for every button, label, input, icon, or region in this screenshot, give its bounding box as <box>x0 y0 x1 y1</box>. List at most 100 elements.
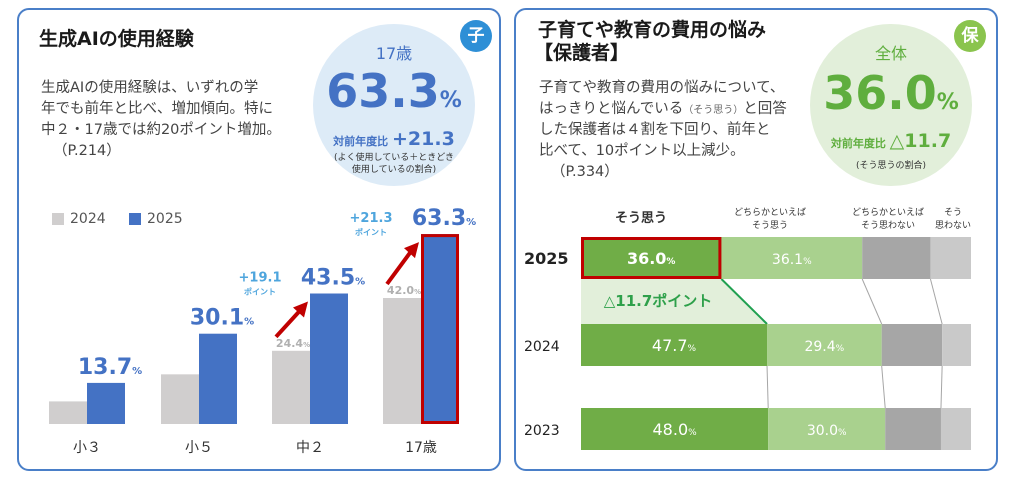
description-line-4: 比べて、10ポイント以上減少。 <box>539 143 745 159</box>
diff-unit-0: ポイント <box>244 287 276 297</box>
segment-label-0-1: 36.1% <box>772 252 812 268</box>
segment-label-1-1: 29.4% <box>804 339 844 355</box>
value-unit: % <box>244 317 254 328</box>
bubble-diff: 対前年度比 △11.7 <box>830 130 952 152</box>
value-unit: % <box>132 366 142 377</box>
bubble-note-1: (そう思うの割合) <box>855 161 927 171</box>
bar-highlight-frame <box>421 234 459 424</box>
segment-1-3 <box>942 324 971 366</box>
bubble-diff: 対前年度比 +21.3 <box>333 128 455 150</box>
bubble-note-2: 使用しているの割合) <box>351 165 437 175</box>
difference-annotation: △11.7ポイント <box>604 292 713 310</box>
value-label-3: 63.3% <box>412 206 476 231</box>
segment-0-3 <box>930 237 971 279</box>
highlight-bubble: 全体 36.0% 対前年度比 △11.7 (そう思うの割合) <box>810 24 972 186</box>
segment-0-1 <box>721 237 863 279</box>
description-line-1: 生成AIの使用経験は、いずれの学 <box>41 80 259 96</box>
segment-highlight-frame <box>581 237 722 279</box>
segment-1-1 <box>767 324 882 366</box>
bar-2025-1 <box>199 333 237 424</box>
legend-header-2-1: そう思わない <box>861 220 915 231</box>
bar-2024-1 <box>161 374 199 424</box>
segment-0-0 <box>581 237 722 279</box>
value-unit: % <box>466 217 476 228</box>
segment-1-2 <box>881 324 943 366</box>
segment-unit: % <box>688 344 697 354</box>
prev-unit: % <box>414 288 421 296</box>
panel-title-line-1: 子育てや教育の費用の悩み <box>538 19 767 41</box>
segment-label-1-0: 47.7% <box>652 336 697 355</box>
education-cost-stacked-bar-chart: そう思う どちらかといえばそう思うどちらかといえばそう思わないそう思わない△11.… <box>524 207 971 450</box>
segment-label-0-0: 36.0% <box>627 249 676 268</box>
description-line-3: 中２・17歳では約20ポイント増加。 <box>41 122 281 138</box>
description-line-4: （P.214） <box>53 143 121 159</box>
bubble-label: 全体 <box>874 44 907 63</box>
prev-unit: % <box>303 341 310 349</box>
legend-header-0-0: そう思う <box>615 211 667 226</box>
generative-ai-panel: 生成AIの使用経験 生成AIの使用経験は、いずれの学 年でも前年と比べ、増加傾向… <box>17 8 501 471</box>
category-label-3: 17歳 <box>405 440 437 456</box>
ai-usage-bar-chart: 13.7% 小３ 30.1% 小５ 43.5% 24.4% 中２ 63.3% 42.0% 17歳 +… <box>49 206 476 456</box>
diff-arrow-shaft-0 <box>274 308 303 339</box>
legend-2025: 2025 <box>129 211 183 227</box>
bar-2025-3 <box>421 234 459 424</box>
bubble-label: 17歳 <box>375 44 413 63</box>
year-label-0: 2025 <box>524 249 569 268</box>
value-unit: % <box>355 277 365 288</box>
legend-header-3-0: そう <box>944 207 962 218</box>
description-line-1: 子育てや教育の費用の悩みについて、 <box>539 80 785 96</box>
segment-label-2-0: 48.0% <box>653 420 698 439</box>
panel-title-line-2: 【保護者】 <box>534 42 630 64</box>
diff-arrow-head-1 <box>404 242 419 259</box>
bubble-value: 63.3% <box>326 64 462 118</box>
education-cost-panel: 子育てや教育の費用の悩み 【保護者】 子育てや教育の費用の悩みについて、 はっき… <box>514 8 998 471</box>
bar-2024-2 <box>272 350 310 424</box>
category-label-1: 小５ <box>185 440 213 456</box>
prev-label-3: 42.0% <box>387 284 421 297</box>
connector-line-1-3 <box>940 365 943 409</box>
legend-header-1-0: どちらかといえば <box>734 207 806 218</box>
value-label-2: 43.5% <box>301 266 365 291</box>
segment-2-1 <box>768 408 886 450</box>
diff-value-1: +21.3 <box>350 211 393 226</box>
diff-arrow-head-0 <box>293 301 308 318</box>
highlight-bubble: 17歳 63.3% 対前年度比 +21.3 (よく使用している＋ときどき 使用し… <box>313 24 475 186</box>
description-line-2: 年でも前年と比べ、増加傾向。特に <box>41 101 273 117</box>
legend-label-2025: 2025 <box>147 211 183 227</box>
child-badge: 子 <box>460 20 492 52</box>
legend-2024: 2024 <box>52 211 106 227</box>
description-line-3: した保護者は４割を下回り、前年と <box>539 122 771 138</box>
difference-band-edge <box>720 278 768 325</box>
legend-label-2024: 2024 <box>70 211 106 227</box>
category-label-0: 小３ <box>73 440 101 456</box>
segment-2-3 <box>940 408 971 450</box>
segment-unit: % <box>666 257 675 267</box>
segment-2-2 <box>885 408 941 450</box>
diff-value-0: +19.1 <box>239 271 282 286</box>
legend-swatch-2025 <box>129 213 141 225</box>
value-label-0: 13.7% <box>78 355 142 380</box>
bubble-value: 36.0% <box>823 66 959 120</box>
value-label-1: 30.1% <box>190 306 254 331</box>
segment-label-2-1: 30.0% <box>807 423 847 439</box>
diff-unit-1: ポイント <box>355 227 387 237</box>
prev-label-2: 24.4% <box>276 337 310 350</box>
bar-2024-3 <box>383 298 421 424</box>
diff-arrow-shaft-1 <box>385 248 414 286</box>
bar-2025-0 <box>87 382 125 424</box>
connector-line-0-2 <box>861 278 883 325</box>
segment-unit: % <box>836 344 845 354</box>
legend-header-2-0: どちらかといえば <box>852 207 924 218</box>
category-label-2: 中２ <box>296 440 324 456</box>
segment-0-2 <box>862 237 931 279</box>
description-line-5: （P.334） <box>551 164 619 180</box>
connector-line-1-1 <box>766 365 769 409</box>
segment-2-0 <box>581 408 769 450</box>
bar-2025-2 <box>310 293 348 424</box>
legend-header-3-1: 思わない <box>935 220 971 231</box>
bubble-note-1: (よく使用している＋ときどき <box>334 153 454 163</box>
year-label-1: 2024 <box>524 339 560 355</box>
bar-2024-0 <box>49 401 87 424</box>
segment-unit: % <box>838 428 847 438</box>
legend-header-1-1: そう思う <box>752 220 788 231</box>
